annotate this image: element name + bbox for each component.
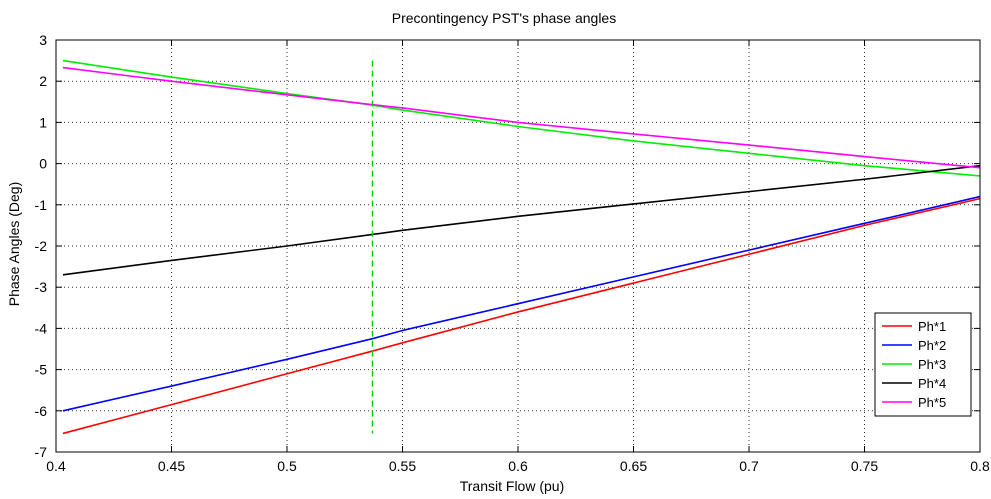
legend-entry-label: Ph*2: [918, 338, 946, 353]
series-line-3: [62, 59, 981, 177]
y-tick-label: -1: [35, 197, 48, 213]
x-tick-label: 0.45: [158, 458, 185, 474]
y-tick-label: -2: [35, 238, 48, 254]
series-line-4: [62, 164, 981, 276]
grid: [56, 40, 980, 452]
x-tick-label: 0.8: [970, 458, 990, 474]
y-tick-label: 2: [39, 73, 47, 89]
chart-title: Precontingency PST's phase angles: [392, 10, 616, 26]
y-tick-label: -3: [35, 279, 48, 295]
x-axis-label: Transit Flow (pu): [460, 478, 565, 494]
legend-entry-label: Ph*1: [918, 319, 946, 334]
x-tick-label: 0.5: [277, 458, 297, 474]
y-tick-label: -4: [35, 320, 48, 336]
series-line-1: [62, 197, 981, 435]
series-line-2: [62, 195, 981, 412]
y-tick-label: -7: [35, 444, 48, 460]
x-tick-label: 0.4: [46, 458, 66, 474]
series-group: [62, 59, 981, 435]
x-axis-ticks: 0.4 0.45 0.5 0.55 0.6 0.65 0.7 0.75 0.8: [46, 40, 990, 474]
y-tick-label: 1: [39, 114, 47, 130]
y-axis-ticks: -7 -6 -5 -4 -3 -2 -1 0 1 2 3: [35, 32, 980, 460]
y-tick-label: 0: [39, 156, 47, 172]
y-tick-label: 3: [39, 32, 47, 48]
legend: Ph*1 Ph*2 Ph*3 Ph*4 Ph*5: [874, 312, 972, 417]
legend-entry-label: Ph*5: [918, 395, 946, 410]
x-tick-label: 0.55: [389, 458, 416, 474]
x-tick-label: 0.7: [739, 458, 759, 474]
x-tick-label: 0.65: [620, 458, 647, 474]
legend-entry-label: Ph*4: [918, 376, 946, 391]
y-tick-label: -6: [35, 403, 48, 419]
series-line-5: [62, 66, 981, 169]
x-tick-label: 0.6: [508, 458, 528, 474]
x-tick-label: 0.75: [851, 458, 878, 474]
y-tick-label: -5: [35, 362, 48, 378]
y-axis-label: Phase Angles (Deg): [6, 182, 22, 307]
legend-entry-label: Ph*3: [918, 357, 946, 372]
plot-area-frame: [55, 39, 981, 453]
